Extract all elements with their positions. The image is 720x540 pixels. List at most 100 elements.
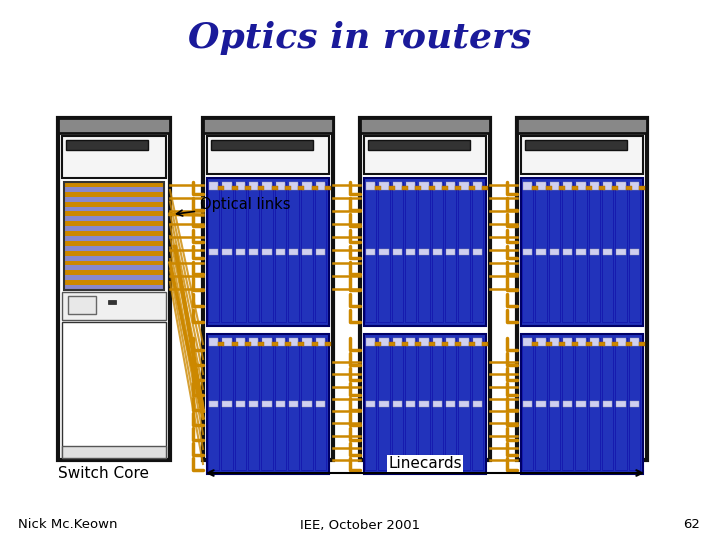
Bar (64, 192, 164, 197)
Bar (415, 342, 421, 346)
Bar (58, 118, 170, 460)
Bar (418, 338, 430, 470)
Bar (365, 182, 377, 322)
Bar (446, 249, 455, 255)
Bar (472, 338, 483, 470)
Bar (207, 178, 329, 326)
Bar (365, 338, 377, 470)
Bar (218, 342, 225, 346)
Bar (459, 338, 469, 470)
Bar (66, 140, 148, 150)
Bar (546, 342, 552, 346)
Bar (64, 275, 164, 281)
Bar (402, 186, 408, 190)
Bar (64, 231, 164, 237)
Bar (315, 401, 325, 407)
Bar (549, 338, 560, 470)
Bar (364, 334, 486, 474)
Bar (482, 342, 488, 346)
Bar (590, 401, 599, 407)
Bar (469, 186, 474, 190)
Bar (626, 342, 631, 346)
Bar (315, 182, 325, 190)
Bar (64, 246, 164, 251)
Bar (433, 338, 442, 346)
Bar (406, 401, 415, 407)
Bar (616, 401, 626, 407)
Bar (312, 186, 318, 190)
Bar (455, 186, 462, 190)
Bar (261, 182, 273, 322)
Bar (222, 182, 232, 190)
Bar (603, 338, 612, 346)
Bar (432, 182, 443, 322)
Bar (232, 186, 238, 190)
Bar (639, 186, 645, 190)
Bar (325, 186, 331, 190)
Bar (235, 182, 246, 322)
Bar (612, 342, 618, 346)
Bar (302, 182, 312, 190)
Bar (522, 338, 534, 470)
Bar (536, 401, 546, 407)
Bar (207, 136, 329, 174)
Bar (249, 249, 258, 255)
Bar (433, 401, 442, 407)
Bar (603, 249, 612, 255)
Bar (315, 249, 325, 255)
Bar (549, 401, 559, 407)
Bar (532, 186, 539, 190)
Bar (289, 249, 298, 255)
Bar (549, 182, 559, 190)
Bar (572, 342, 578, 346)
Bar (235, 401, 245, 407)
Bar (612, 186, 618, 190)
Bar (415, 186, 421, 190)
Bar (261, 338, 273, 470)
Bar (459, 182, 469, 190)
Bar (232, 342, 238, 346)
Bar (616, 182, 626, 190)
Bar (472, 338, 482, 346)
Bar (203, 118, 333, 460)
Bar (559, 342, 565, 346)
Bar (302, 401, 312, 407)
Bar (523, 182, 532, 190)
Bar (418, 182, 430, 322)
Bar (64, 280, 164, 286)
Bar (585, 342, 592, 346)
Bar (630, 249, 639, 255)
Bar (64, 201, 164, 207)
Bar (536, 338, 546, 470)
Bar (630, 338, 639, 346)
Bar (406, 249, 415, 255)
Bar (419, 338, 428, 346)
Bar (315, 182, 326, 322)
Bar (472, 182, 483, 322)
Bar (576, 182, 585, 190)
Bar (459, 249, 469, 255)
Bar (419, 249, 428, 255)
Bar (563, 338, 572, 346)
Bar (603, 401, 612, 407)
Bar (62, 322, 166, 458)
Bar (274, 338, 286, 470)
Bar (603, 182, 612, 190)
Bar (64, 251, 164, 256)
Bar (433, 249, 442, 255)
Bar (459, 401, 469, 407)
Bar (517, 118, 647, 133)
Bar (64, 255, 164, 261)
Bar (203, 118, 333, 133)
Bar (285, 186, 291, 190)
Bar (630, 182, 639, 190)
Text: IEE, October 2001: IEE, October 2001 (300, 518, 420, 531)
Bar (428, 342, 435, 346)
Bar (271, 186, 278, 190)
Bar (64, 187, 164, 192)
Bar (392, 401, 402, 407)
Bar (221, 182, 233, 322)
Bar (459, 182, 469, 322)
Bar (235, 338, 245, 346)
Bar (64, 221, 164, 227)
